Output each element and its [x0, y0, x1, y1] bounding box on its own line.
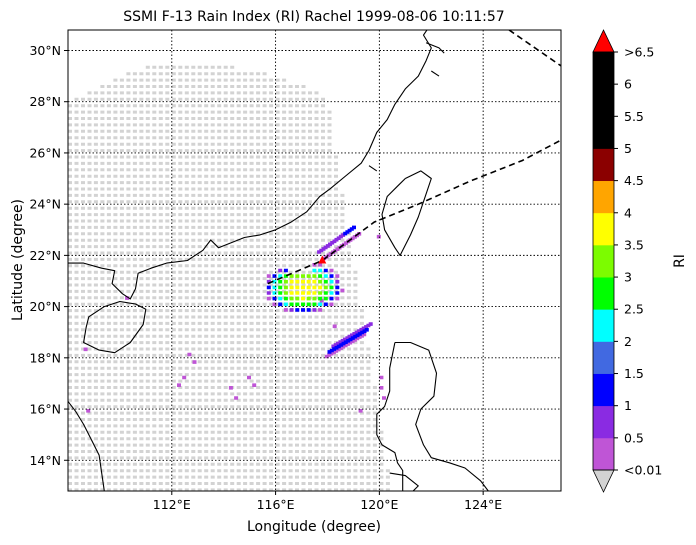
graticule: [68, 30, 561, 491]
longitude-tick-label: 120°E: [360, 497, 398, 512]
map-frame: [67, 29, 562, 492]
colorbar-under-arrow: [592, 469, 615, 493]
latitude-ticks: 14°N 16°N 18°N 20°N 22°N 24°N 26°N 28°N 30°N: [29, 43, 68, 468]
colorbar-tick-label: 1: [624, 398, 632, 413]
luzon-west-coastline: [376, 342, 404, 491]
colorbar-segment: [593, 84, 614, 117]
mindoro-coastline: [389, 472, 419, 491]
colorbar-tick-label: 5: [624, 141, 632, 156]
vietnam-coastline: [68, 268, 69, 270]
latitude-tick-label: 14°N: [29, 453, 61, 468]
colorbar-segment: [593, 405, 614, 439]
colorbar-tick-label: <0.01: [624, 463, 662, 478]
colorbar-tick-label: 6: [624, 77, 632, 92]
colorbar-segment: [593, 180, 614, 214]
colorbar-tick-label: 5.5: [624, 109, 644, 124]
rain-pixel-group: [278, 274, 334, 307]
latitude-tick-label: 24°N: [29, 197, 61, 212]
island-coastline: [444, 25, 457, 28]
rain-pixel-group: [289, 279, 323, 301]
colorbar-tick-label: >6.5: [624, 45, 654, 60]
colorbar-over-arrow: [592, 29, 615, 53]
typhoon-track-north: [508, 30, 561, 67]
colorbar: <0.01 0.5 1 1.5 2 2.5 3 3.5 4 4.5 5 5.5 6 >6.5: [592, 29, 662, 493]
colorbar-tick-label: 3.5: [624, 237, 644, 252]
storm-position-marker: [318, 255, 327, 264]
island-coastline: [430, 70, 440, 77]
x-axis-label: Longitude (degree): [247, 519, 381, 535]
latitude-tick-label: 28°N: [29, 94, 61, 109]
latitude-tick-label: 18°N: [29, 350, 61, 365]
colorbar-segment: [593, 373, 614, 407]
island-coastline: [368, 165, 378, 172]
colorbar-segment: [593, 437, 614, 471]
colorbar-tick-label: 2: [624, 334, 632, 349]
colorbar-tick-label: 1.5: [624, 366, 644, 381]
colorbar-segment: [593, 341, 614, 374]
map-title: SSMI F-13 Rain Index (RI) Rachel 1999-08…: [123, 9, 504, 25]
colorbar-segment: [593, 148, 614, 182]
longitude-tick-label: 112°E: [153, 497, 191, 512]
colorbar-segment: [593, 309, 614, 342]
typhoon-track: [267, 139, 561, 285]
island-coastline: [425, 42, 445, 54]
latitude-tick-label: 20°N: [29, 299, 61, 314]
colorbar-label: RI: [672, 254, 688, 268]
hainan-coastline: [83, 300, 147, 354]
colorbar-segment: [593, 116, 614, 149]
longitude-tick-label: 124°E: [464, 497, 502, 512]
china-coastline: [68, 30, 432, 300]
taiwan-coastline: [381, 170, 432, 256]
colorbar-tick-label: 4.5: [624, 173, 644, 188]
latitude-tick-label: 26°N: [29, 145, 61, 160]
rain-pixels: [83, 225, 386, 413]
longitude-ticks: 112°E 116°E 120°E 124°E: [153, 491, 502, 512]
latitude-tick-label: 16°N: [29, 402, 61, 417]
luzon-coastline: [394, 341, 489, 491]
colorbar-tick-label: 2.5: [624, 302, 644, 317]
vietnam-south-coastline: [68, 401, 105, 491]
longitude-tick-label: 116°E: [257, 497, 295, 512]
colorbar-frame: [592, 51, 615, 471]
colorbar-segment: [593, 52, 614, 85]
y-axis-label: Latitude (degree): [10, 199, 26, 321]
colorbar-segment: [593, 212, 614, 246]
colorbar-tick-label: 0.5: [624, 430, 644, 445]
latitude-tick-label: 22°N: [29, 248, 61, 263]
latitude-tick-label: 30°N: [29, 43, 61, 58]
colorbar-segment: [593, 244, 614, 278]
map-area: [68, 25, 561, 491]
colorbar-tick-label: 4: [624, 205, 632, 220]
coastlines: [68, 25, 489, 491]
colorbar-tick-label: 3: [624, 270, 632, 285]
colorbar-segment: [593, 277, 614, 310]
